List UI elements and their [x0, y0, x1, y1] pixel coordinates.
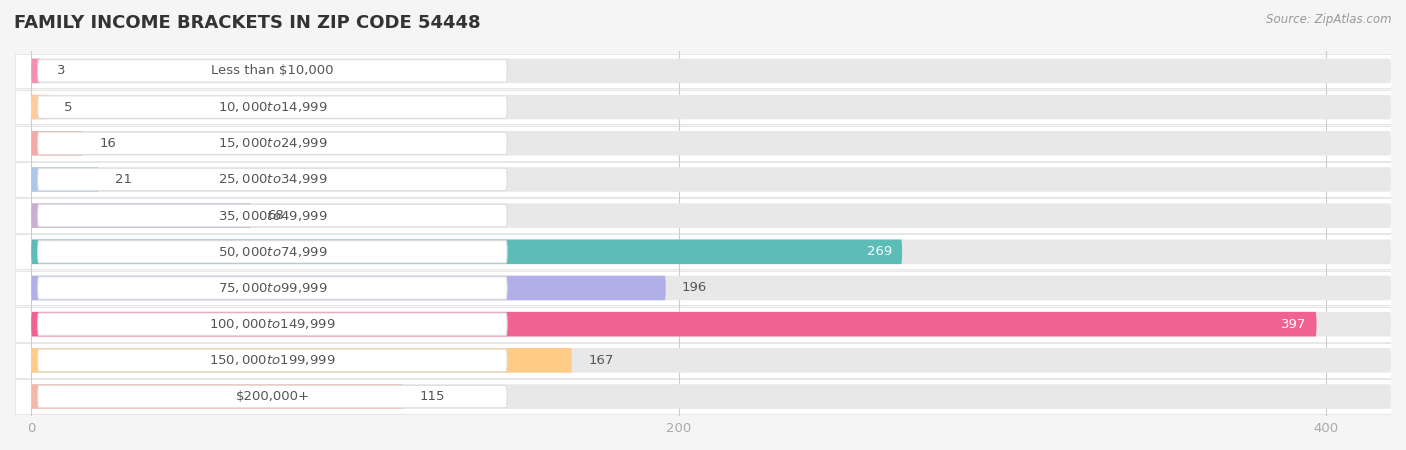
FancyBboxPatch shape	[31, 95, 48, 119]
Text: $35,000 to $49,999: $35,000 to $49,999	[218, 209, 328, 223]
FancyBboxPatch shape	[38, 313, 508, 335]
Text: 397: 397	[1281, 318, 1306, 331]
Text: $10,000 to $14,999: $10,000 to $14,999	[218, 100, 328, 114]
Text: 68: 68	[267, 209, 284, 222]
Text: $50,000 to $74,999: $50,000 to $74,999	[218, 245, 328, 259]
FancyBboxPatch shape	[15, 126, 1391, 161]
FancyBboxPatch shape	[31, 312, 1391, 337]
FancyBboxPatch shape	[31, 58, 1391, 83]
FancyBboxPatch shape	[15, 307, 1391, 342]
FancyBboxPatch shape	[31, 312, 1316, 337]
FancyBboxPatch shape	[15, 343, 1391, 378]
Text: 115: 115	[420, 390, 446, 403]
FancyBboxPatch shape	[15, 270, 1391, 306]
Text: 3: 3	[58, 64, 66, 77]
FancyBboxPatch shape	[31, 348, 1391, 373]
FancyBboxPatch shape	[31, 276, 666, 300]
FancyBboxPatch shape	[38, 168, 508, 191]
FancyBboxPatch shape	[31, 58, 41, 83]
FancyBboxPatch shape	[31, 348, 572, 373]
FancyBboxPatch shape	[31, 167, 1391, 192]
Text: 196: 196	[682, 282, 707, 294]
FancyBboxPatch shape	[31, 131, 83, 156]
FancyBboxPatch shape	[15, 90, 1391, 125]
FancyBboxPatch shape	[15, 234, 1391, 269]
FancyBboxPatch shape	[38, 349, 508, 372]
Text: Source: ZipAtlas.com: Source: ZipAtlas.com	[1267, 14, 1392, 27]
Text: $75,000 to $99,999: $75,000 to $99,999	[218, 281, 328, 295]
Text: $100,000 to $149,999: $100,000 to $149,999	[209, 317, 336, 331]
FancyBboxPatch shape	[31, 239, 1391, 264]
Text: Less than $10,000: Less than $10,000	[211, 64, 333, 77]
FancyBboxPatch shape	[38, 241, 508, 263]
FancyBboxPatch shape	[38, 132, 508, 154]
FancyBboxPatch shape	[31, 203, 252, 228]
FancyBboxPatch shape	[31, 203, 1391, 228]
FancyBboxPatch shape	[31, 384, 1391, 409]
Text: 21: 21	[115, 173, 132, 186]
FancyBboxPatch shape	[38, 204, 508, 227]
FancyBboxPatch shape	[15, 162, 1391, 197]
FancyBboxPatch shape	[31, 95, 1391, 119]
Text: 167: 167	[588, 354, 613, 367]
Text: FAMILY INCOME BRACKETS IN ZIP CODE 54448: FAMILY INCOME BRACKETS IN ZIP CODE 54448	[14, 14, 481, 32]
FancyBboxPatch shape	[31, 167, 100, 192]
FancyBboxPatch shape	[38, 60, 508, 82]
Text: $150,000 to $199,999: $150,000 to $199,999	[209, 353, 336, 367]
Text: $25,000 to $34,999: $25,000 to $34,999	[218, 172, 328, 186]
FancyBboxPatch shape	[38, 96, 508, 118]
FancyBboxPatch shape	[31, 384, 404, 409]
FancyBboxPatch shape	[15, 54, 1391, 88]
FancyBboxPatch shape	[31, 239, 903, 264]
FancyBboxPatch shape	[15, 198, 1391, 233]
FancyBboxPatch shape	[31, 131, 1391, 156]
Text: $15,000 to $24,999: $15,000 to $24,999	[218, 136, 328, 150]
FancyBboxPatch shape	[31, 276, 1391, 300]
FancyBboxPatch shape	[38, 385, 508, 408]
Text: $200,000+: $200,000+	[235, 390, 309, 403]
Text: 16: 16	[100, 137, 117, 150]
FancyBboxPatch shape	[38, 277, 508, 299]
Text: 5: 5	[63, 101, 72, 113]
Text: 269: 269	[868, 245, 893, 258]
FancyBboxPatch shape	[15, 379, 1391, 414]
